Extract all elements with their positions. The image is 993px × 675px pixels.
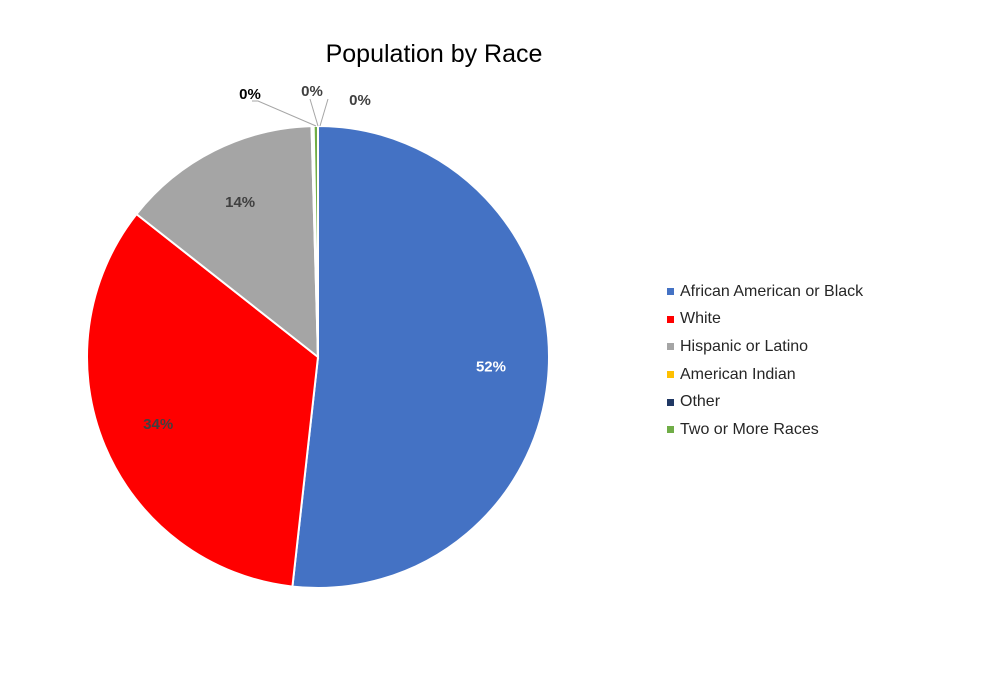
legend-label: White	[680, 310, 721, 328]
chart-title: Population by Race	[325, 40, 543, 68]
legend-swatch	[667, 288, 674, 296]
legend-swatch	[667, 398, 674, 406]
leader-line	[309, 98, 319, 127]
legend-item: American Indian	[667, 361, 863, 389]
legend-label: American Indian	[680, 365, 796, 383]
legend-swatch	[667, 315, 674, 323]
legend-item: Hispanic or Latino	[667, 333, 863, 361]
legend-label: Hispanic or Latino	[680, 337, 809, 355]
legend-item: Other	[667, 388, 863, 416]
data-label-african-american-or-black: 52%	[476, 359, 506, 376]
pie-slice-african-american-or-black	[291, 124, 550, 589]
legend-swatch	[667, 371, 674, 379]
data-label-hispanic-or-latino: 14%	[225, 194, 255, 211]
legend: African American or Black White Hispanic o…	[667, 278, 863, 444]
leader-line	[319, 98, 329, 127]
legend-item: Two or More Races	[667, 416, 863, 444]
legend-item: White	[667, 306, 863, 334]
pie-slice-hispanic-or-latino	[135, 125, 320, 360]
legend-label: African American or Black	[680, 282, 864, 300]
legend-swatch	[667, 343, 674, 351]
data-label-white: 34%	[143, 416, 173, 433]
data-label-two-or-more-races: 0%	[349, 92, 371, 109]
legend-swatch	[667, 426, 674, 434]
legend-label: Two or More Races	[680, 420, 819, 438]
legend-item: African American or Black	[667, 278, 863, 306]
leader-line	[252, 100, 317, 127]
legend-label: Other	[680, 393, 721, 411]
data-label-american-indian: 0%	[239, 86, 261, 103]
data-label-other: 0%	[301, 83, 323, 100]
pie-slice-white	[86, 212, 320, 588]
